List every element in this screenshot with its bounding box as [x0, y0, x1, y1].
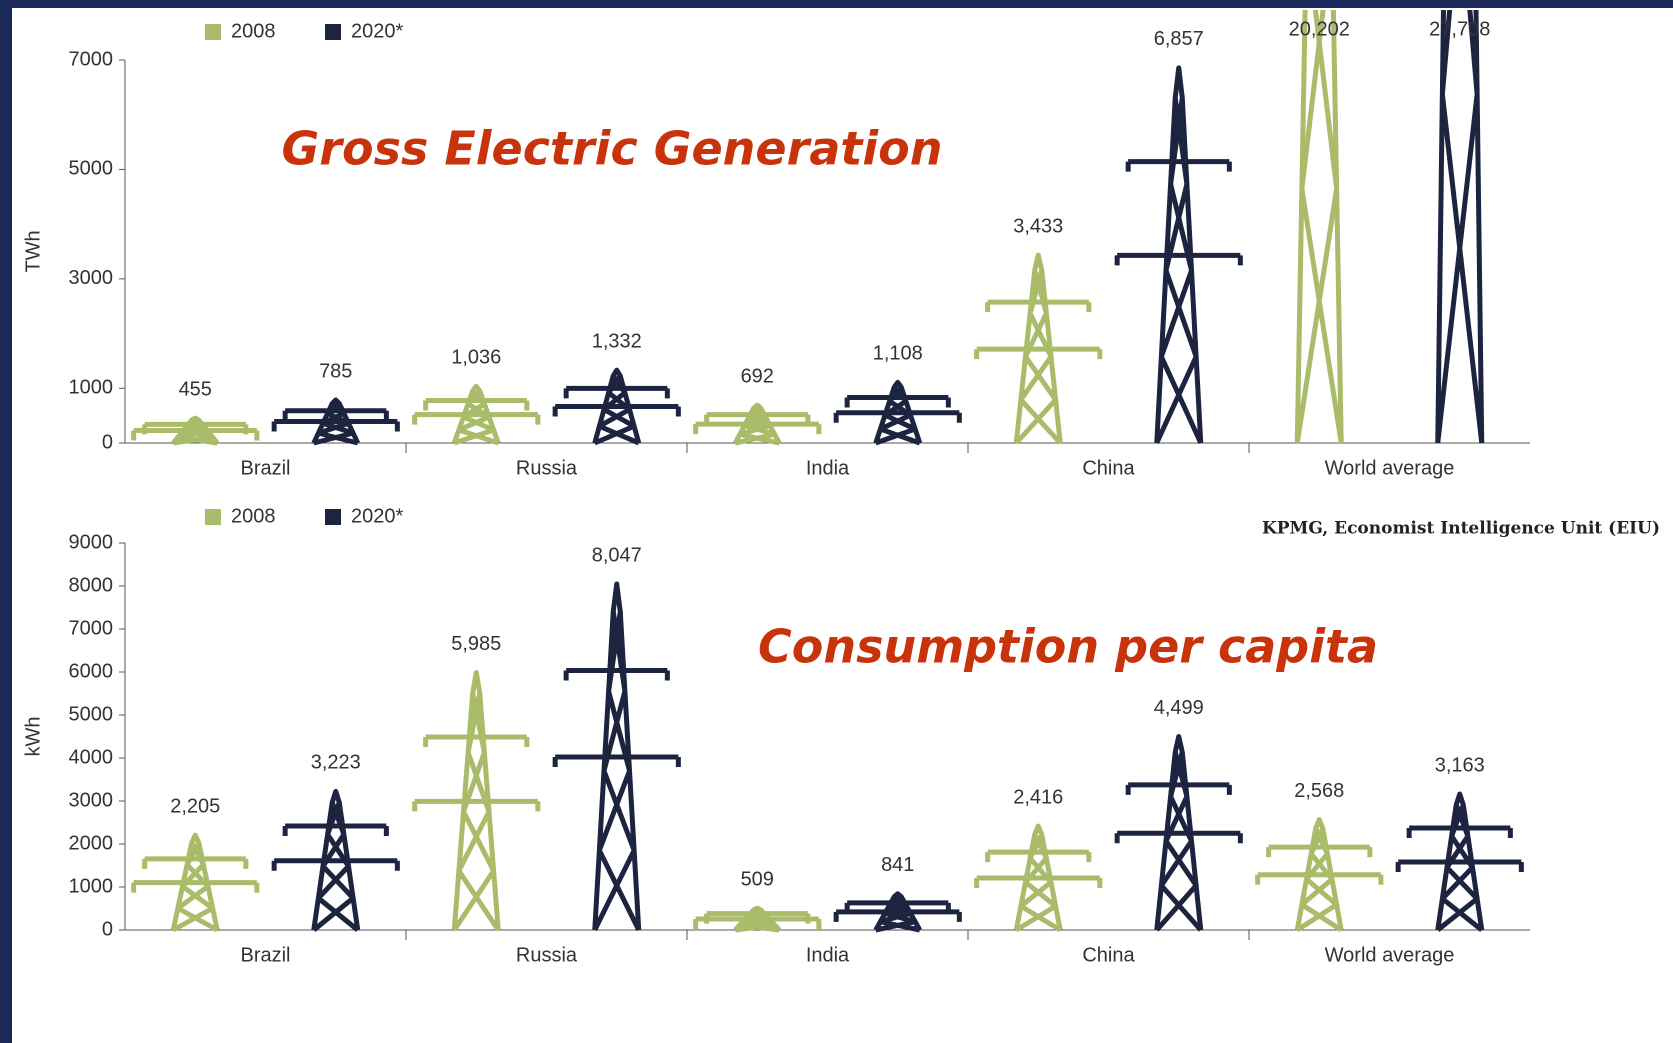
pylon: [1395, 791, 1524, 932]
pylon: [131, 415, 260, 446]
value-label: 692: [741, 365, 774, 387]
value-label: 455: [179, 378, 212, 400]
x-tick-label: Russia: [516, 457, 578, 479]
pylon: [552, 367, 681, 446]
pylon: [1435, 10, 1485, 444]
value-label: 20,202: [1289, 18, 1350, 40]
legend-label: 2020*: [351, 505, 403, 527]
legend-swatch: [205, 509, 221, 525]
pylon: [974, 252, 1103, 445]
y-tick-label: 7000: [69, 48, 114, 70]
x-tick-label: World average: [1325, 457, 1455, 479]
y-axis-label: TWh: [22, 230, 44, 272]
pylon: [1114, 734, 1243, 932]
value-label: 3,223: [311, 752, 361, 774]
pylon: [1114, 65, 1243, 445]
x-tick-label: China: [1082, 457, 1135, 479]
pylon: [271, 397, 400, 446]
y-tick-label: 4000: [69, 746, 114, 768]
value-label: 2,568: [1294, 780, 1344, 802]
y-axis-label: kWh: [22, 717, 44, 757]
y-tick-label: 8000: [69, 574, 114, 596]
x-tick-label: India: [806, 944, 850, 966]
legend-swatch: [325, 509, 341, 525]
pylon: [1294, 10, 1344, 444]
y-tick-label: 1000: [69, 377, 114, 399]
value-label: 5,985: [451, 633, 501, 655]
y-tick-label: 5000: [69, 158, 114, 180]
value-label: 1,108: [873, 343, 923, 365]
x-tick-label: Brazil: [240, 457, 290, 479]
source: KPMG, Economist Intelligence Unit (EIU): [1262, 519, 1660, 539]
x-tick-label: China: [1082, 944, 1135, 966]
value-label: 785: [319, 360, 352, 382]
y-tick-label: 9000: [69, 531, 114, 553]
value-label: 509: [741, 868, 774, 890]
value-label: 4,499: [1154, 697, 1204, 719]
pylon: [833, 379, 962, 446]
value-label: 2,416: [1013, 786, 1063, 808]
pylon: [833, 891, 962, 933]
x-tick-label: Russia: [516, 944, 578, 966]
x-tick-label: India: [806, 457, 850, 479]
annotation: Consumption per capita: [758, 620, 1378, 674]
y-tick-label: 0: [102, 918, 113, 940]
y-tick-label: 5000: [69, 703, 114, 725]
plot: [131, 10, 1485, 446]
pylon: [974, 823, 1103, 933]
annotation: Gross Electric Generation: [282, 122, 943, 176]
pylon: [412, 383, 541, 446]
y-tick-label: 0: [102, 431, 113, 453]
y-tick-label: 1000: [69, 875, 114, 897]
legend-label: 2008: [231, 20, 276, 42]
value-label: 3,163: [1435, 754, 1485, 776]
y-tick-label: 3000: [69, 267, 114, 289]
y-tick-label: 7000: [69, 617, 114, 639]
pylon: [412, 670, 541, 932]
value-label: 2,205: [170, 795, 220, 817]
value-label: 1,036: [451, 347, 501, 369]
pylon: [271, 788, 400, 932]
pylon: [131, 832, 260, 933]
y-tick-label: 3000: [69, 789, 114, 811]
plot: [131, 581, 1524, 933]
legend-swatch: [205, 24, 221, 40]
x-tick-label: World average: [1325, 944, 1455, 966]
value-label: 27,708: [1429, 18, 1490, 40]
pylon: [1255, 817, 1384, 933]
legend-label: 2020*: [351, 20, 403, 42]
pylon: [552, 581, 681, 932]
value-label: 3,433: [1013, 215, 1063, 237]
value-label: 841: [881, 854, 914, 876]
value-label: 1,332: [592, 330, 642, 352]
value-label: 6,857: [1154, 28, 1204, 50]
y-tick-label: 2000: [69, 832, 114, 854]
y-tick-label: 6000: [69, 660, 114, 682]
legend-label: 2008: [231, 505, 276, 527]
value-label: 8,047: [592, 544, 642, 566]
x-tick-label: Brazil: [240, 944, 290, 966]
pylon: [693, 905, 822, 933]
legend-swatch: [325, 24, 341, 40]
pylon: [693, 402, 822, 446]
